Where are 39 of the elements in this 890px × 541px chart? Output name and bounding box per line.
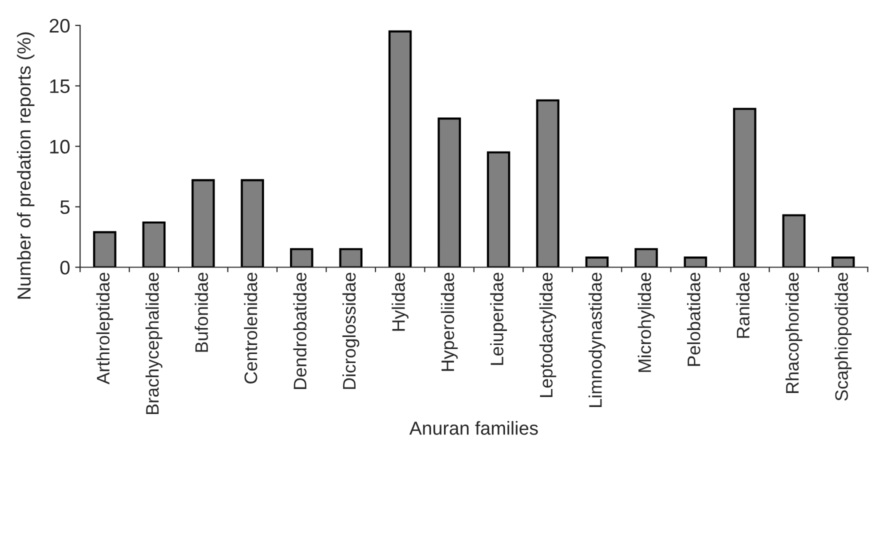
bar — [93, 231, 116, 268]
x-tick-label: Bufonidae — [194, 272, 208, 352]
bar — [832, 256, 855, 268]
bar — [240, 179, 264, 268]
bar — [733, 108, 756, 268]
bar — [536, 99, 560, 268]
bar — [192, 179, 215, 268]
y-axis-title: Number of predation reports (%) — [16, 32, 34, 299]
bar — [486, 151, 510, 268]
x-tick-label: Scaphiopodidae — [834, 272, 852, 401]
x-tick-label: Arthroleptidae — [96, 272, 114, 384]
y-tick-label: 10 — [50, 140, 70, 154]
x-tick-label: Hyperoliidae — [440, 272, 458, 371]
x-tick-label: Ranidae — [736, 272, 750, 338]
x-tick-label: Leptodactylidae — [539, 272, 556, 397]
x-tick-label: Microhylidae — [638, 272, 655, 372]
x-tick-label: Limnodynastidae — [588, 272, 606, 407]
y-tick-label: 20 — [50, 18, 70, 33]
x-tick-label: Pelobatidae — [687, 272, 700, 366]
bar — [585, 256, 609, 268]
x-tick-label: Brachycephalidae — [146, 272, 162, 414]
x-tick-label: Leiuperidae — [490, 272, 507, 365]
bar — [388, 30, 412, 268]
x-tick-label: Hylidae — [392, 272, 408, 331]
bar — [634, 248, 658, 268]
bar — [782, 214, 806, 268]
y-tick-label: 0 — [60, 260, 70, 274]
x-axis-title: Anuran families — [409, 421, 538, 435]
bar — [438, 117, 461, 268]
x-tick-label: Rhacophoridae — [785, 272, 802, 393]
y-tick-label: 15 — [50, 80, 70, 94]
x-tick-label: Centrolenidae — [244, 272, 258, 384]
bar — [142, 221, 166, 268]
bar — [684, 256, 708, 268]
bar — [339, 248, 362, 268]
x-tick-label: Dendrobatidae — [293, 272, 306, 389]
bar — [290, 248, 314, 268]
x-tick-label: Dicroglossidae — [342, 272, 360, 389]
y-tick-label: 5 — [60, 200, 70, 214]
